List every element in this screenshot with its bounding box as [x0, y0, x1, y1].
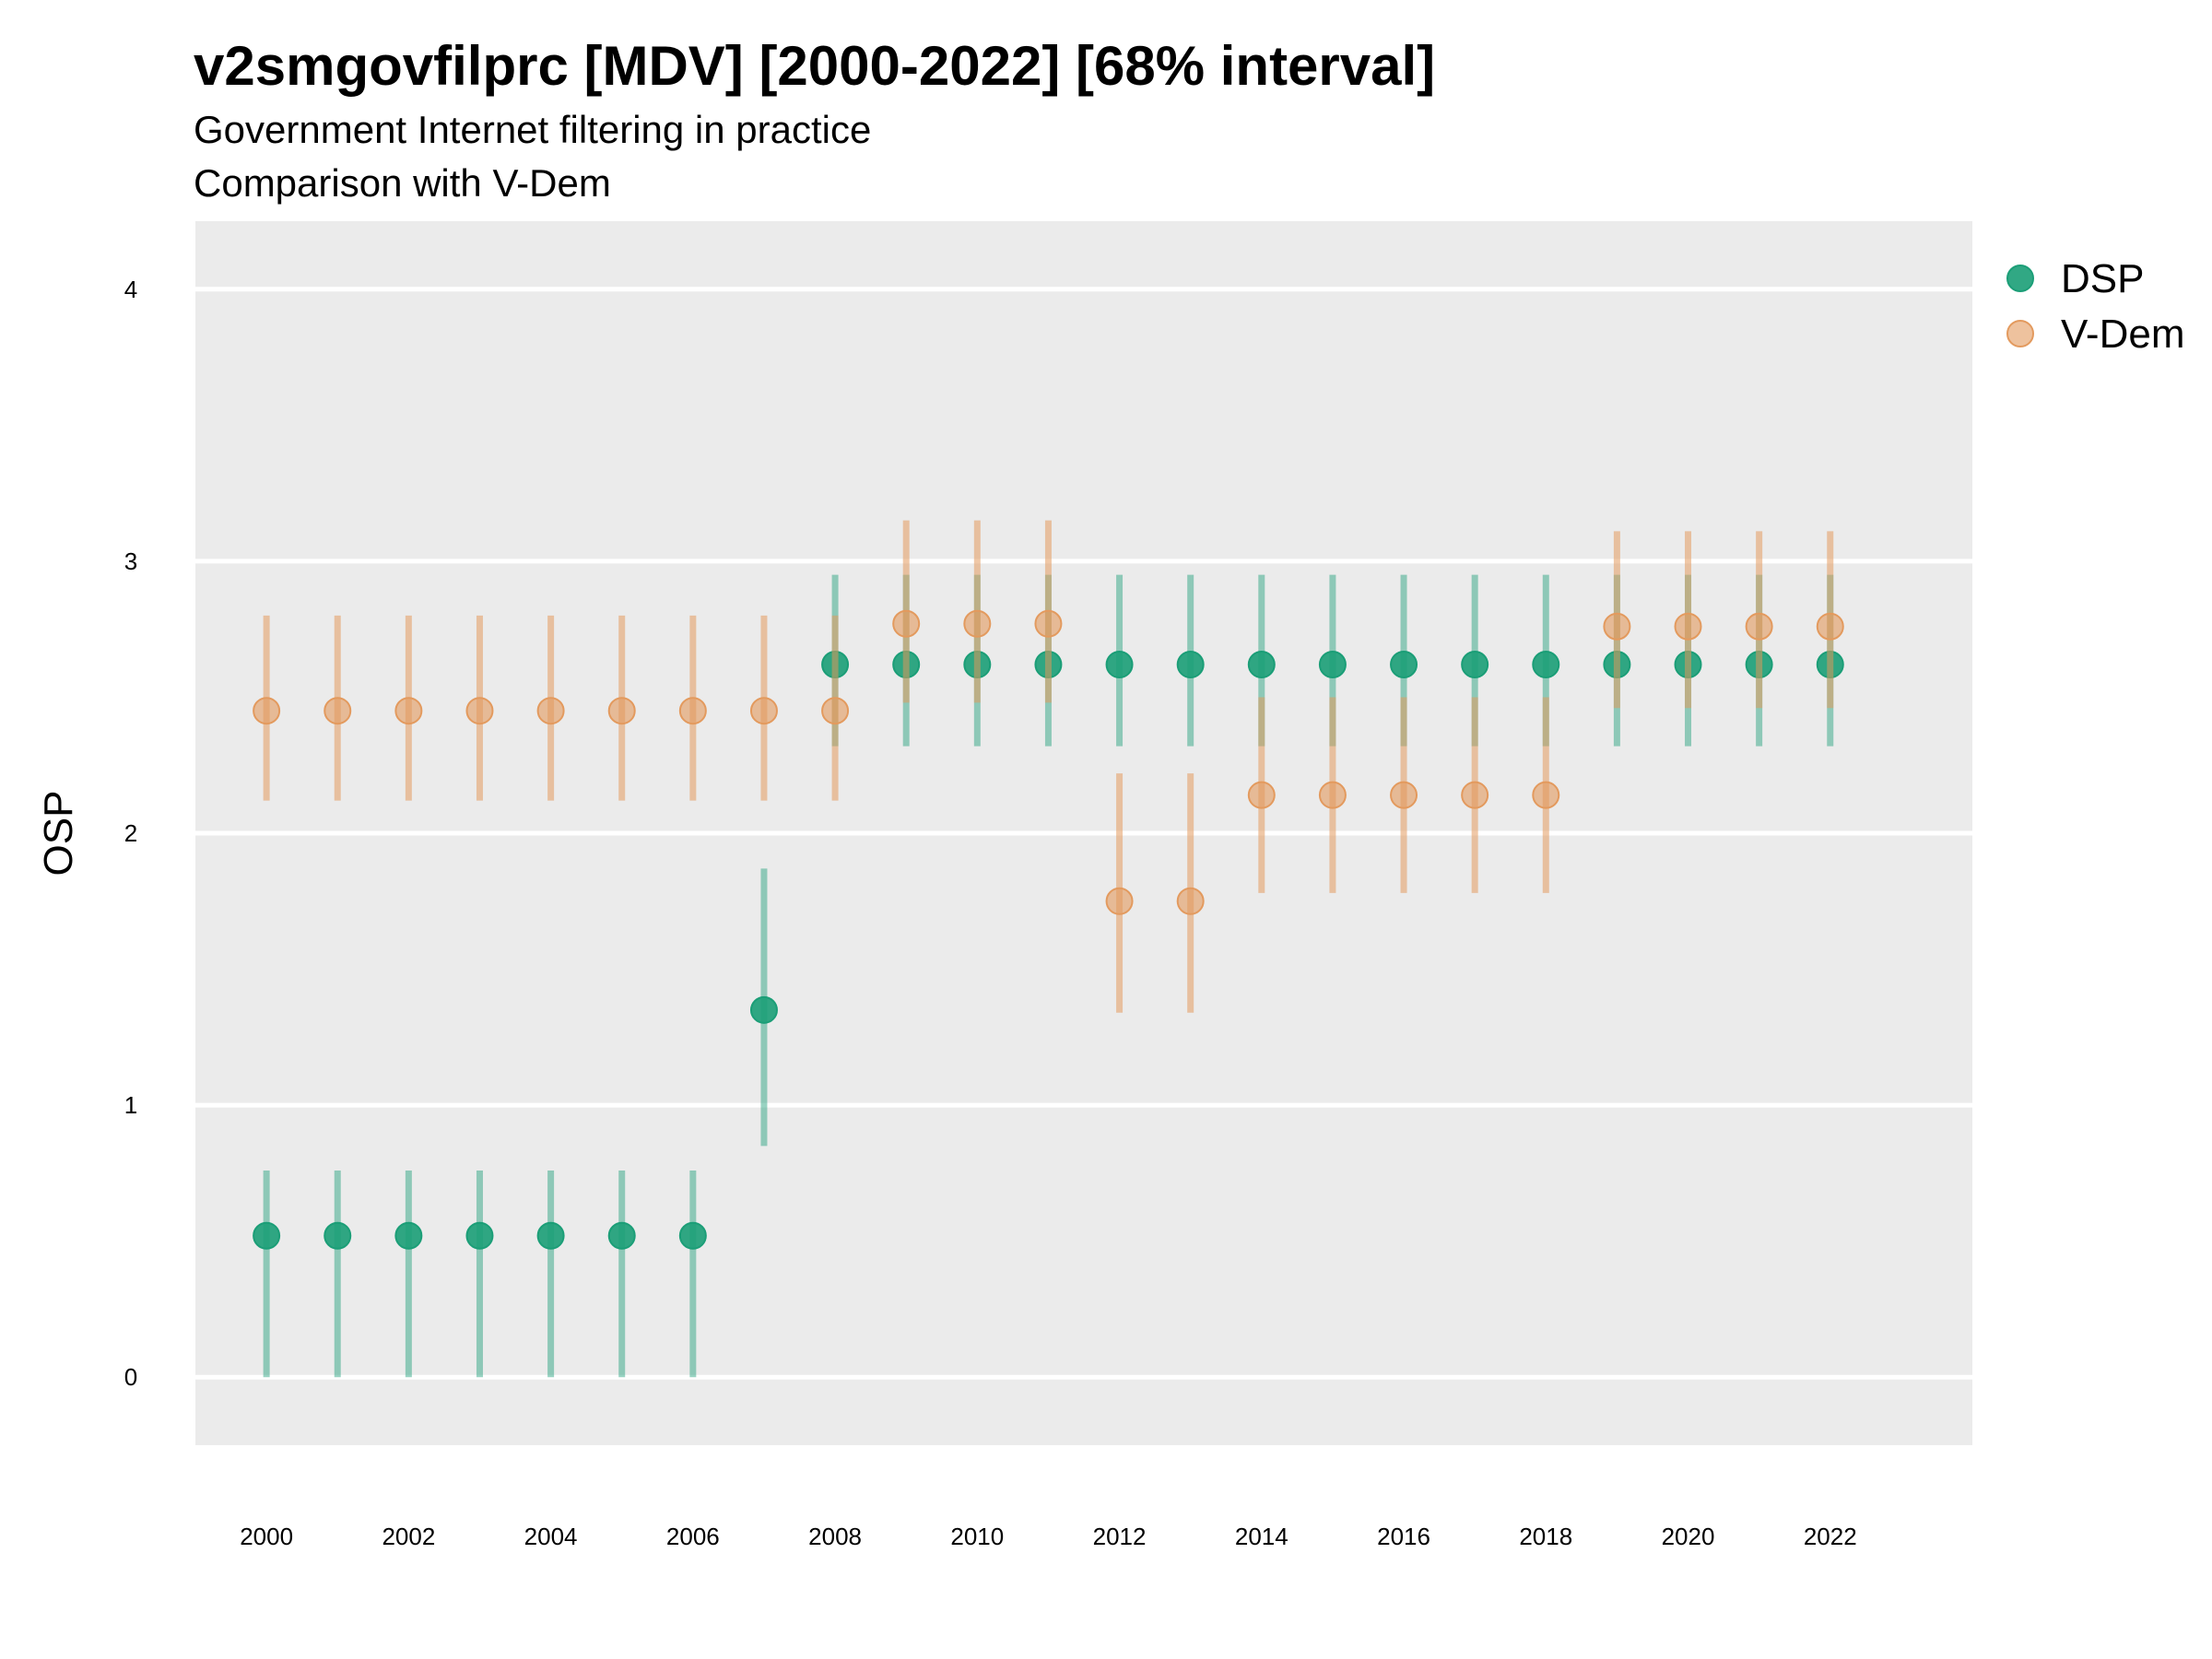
x-tick-label: 2004	[524, 1523, 578, 1550]
grid-lines	[195, 287, 1972, 1380]
data-point	[1532, 781, 1560, 809]
data-point	[821, 697, 850, 725]
x-tick-label: 2022	[1804, 1523, 1857, 1550]
x-tick-label: 2008	[808, 1523, 862, 1550]
data-point	[1603, 612, 1631, 641]
chart-subtitle: Government Internet filtering in practic…	[194, 108, 871, 151]
data-point	[1816, 612, 1844, 641]
data-point	[1247, 781, 1276, 809]
data-point	[536, 697, 565, 725]
data-point	[1318, 651, 1347, 679]
data-point	[465, 697, 494, 725]
x-tick-label: 2020	[1662, 1523, 1715, 1550]
data-point	[1176, 887, 1205, 915]
y-tick-label: 0	[124, 1363, 137, 1391]
legend-key	[2006, 265, 2034, 292]
chart-subtitle-2: Comparison with V-Dem	[194, 161, 611, 205]
data-point	[1390, 781, 1418, 809]
data-point	[749, 995, 778, 1024]
data-point	[607, 1221, 636, 1250]
legend-key	[2006, 320, 2034, 347]
legend-item: DSP	[2006, 256, 2144, 301]
data-point	[749, 697, 778, 725]
series-v-dem	[253, 520, 1844, 1013]
data-point	[607, 697, 636, 725]
y-axis-label: OSP	[36, 791, 81, 877]
y-axis-ticks: 0 1 2 3 4	[124, 276, 137, 1391]
y-tick-label: 4	[124, 276, 137, 303]
series-dsp	[253, 574, 1844, 1378]
data-point	[892, 609, 921, 638]
x-tick-label: 2000	[240, 1523, 293, 1550]
x-tick-label: 2014	[1235, 1523, 1288, 1550]
data-point	[394, 697, 423, 725]
data-series	[253, 520, 1844, 1378]
data-point	[1247, 651, 1276, 679]
y-tick-label: 1	[124, 1091, 137, 1119]
data-point	[963, 609, 992, 638]
x-tick-label: 2012	[1093, 1523, 1147, 1550]
data-point	[324, 1221, 352, 1250]
data-point	[1745, 612, 1773, 641]
x-tick-label: 2018	[1519, 1523, 1572, 1550]
data-point	[1461, 781, 1489, 809]
data-point	[1390, 651, 1418, 679]
y-tick-label: 3	[124, 547, 137, 575]
data-point	[1461, 651, 1489, 679]
data-point	[1034, 609, 1063, 638]
data-point	[394, 1221, 423, 1250]
legend-item: V-Dem	[2006, 312, 2184, 357]
data-point	[253, 697, 281, 725]
legend-label: V-Dem	[2061, 312, 2184, 357]
legend-label: DSP	[2061, 256, 2144, 301]
x-axis-ticks: 2000 2002 2004 2006 2008 2010 2012 2014 2016 2018…	[240, 1523, 1856, 1550]
data-point	[1176, 651, 1205, 679]
x-tick-label: 2010	[950, 1523, 1004, 1550]
data-point	[1318, 781, 1347, 809]
legend: DSP V-Dem	[2006, 256, 2184, 357]
data-point	[678, 1221, 707, 1250]
data-point	[1105, 887, 1134, 915]
data-point	[465, 1221, 494, 1250]
data-point	[1105, 651, 1134, 679]
data-point	[1532, 651, 1560, 679]
data-point	[324, 697, 352, 725]
x-tick-label: 2002	[382, 1523, 435, 1550]
chart-title: v2smgovfilprc [MDV] [2000-2022] [68% int…	[194, 35, 1435, 97]
data-point	[1674, 612, 1702, 641]
x-tick-label: 2016	[1377, 1523, 1430, 1550]
y-tick-label: 2	[124, 819, 137, 847]
data-point	[253, 1221, 281, 1250]
x-tick-label: 2006	[666, 1523, 720, 1550]
data-point	[536, 1221, 565, 1250]
data-point	[678, 697, 707, 725]
